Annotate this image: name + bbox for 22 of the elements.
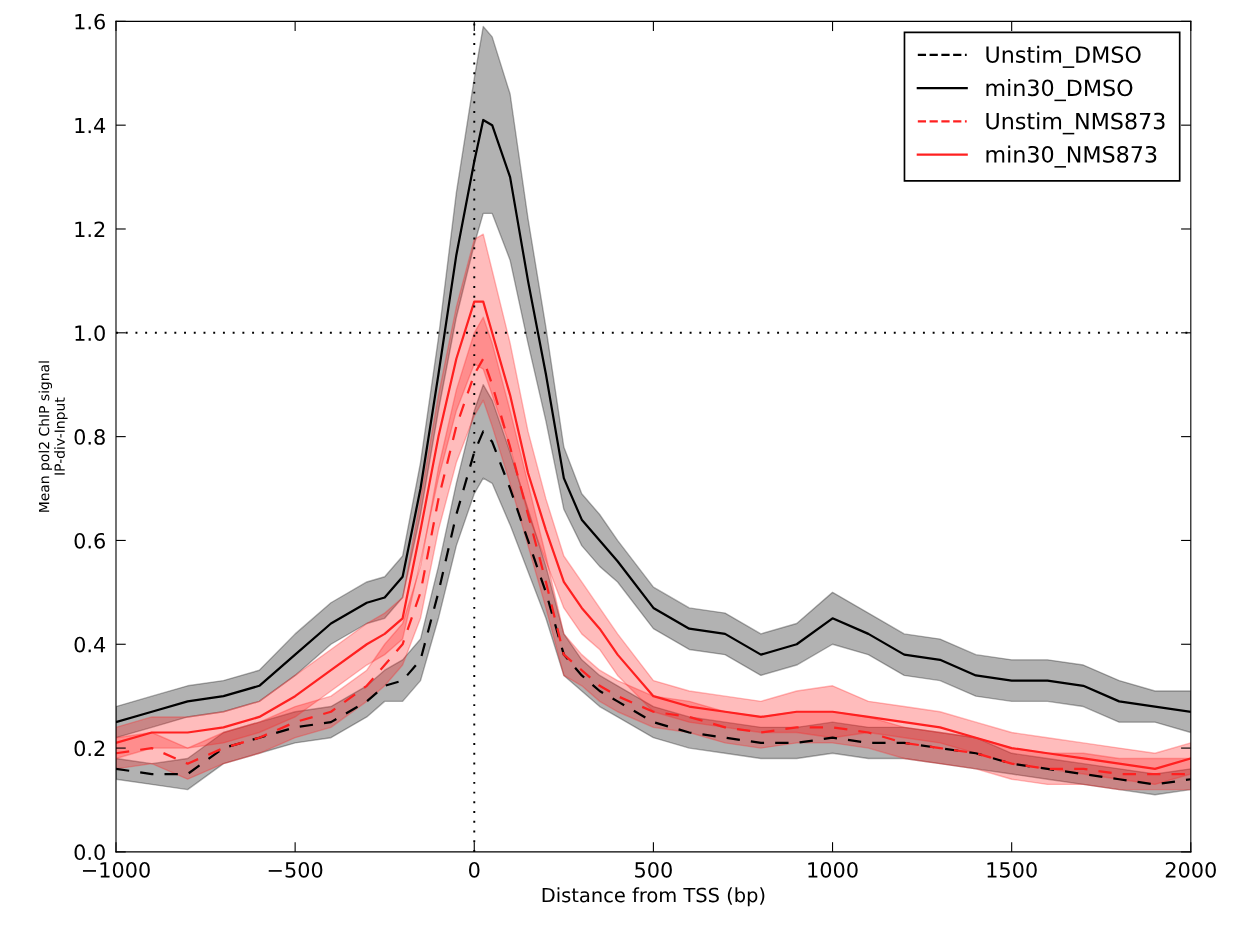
legend-label: Unstim_DMSO [986, 45, 1141, 68]
y-tick-label: 0.4 [74, 636, 106, 653]
y-tick-label: 0.8 [74, 429, 105, 445]
x-tick-label: 0 [469, 861, 480, 878]
legend-label: min30_NMS873 [986, 145, 1157, 168]
legend-label: Unstim_NMS873 [986, 112, 1165, 135]
y-tick-label: 0.2 [74, 740, 105, 757]
y-tick-label: 1.6 [75, 13, 105, 30]
x-tick-label: 1000 [808, 861, 858, 878]
x-tick-label: −1000 [82, 861, 150, 878]
x-tick-label: −500 [268, 861, 323, 878]
y-tick-label: 1.2 [75, 221, 105, 237]
y-tick-label: 0.0 [74, 844, 105, 861]
y-tick-label: 1.0 [75, 325, 105, 342]
x-tick-label: 2000 [1165, 861, 1216, 878]
y-axis-title: Mean pol2 ChIP signal IP-div-Input [38, 361, 68, 512]
x-axis-title: Distance from TSS (bp) [542, 887, 765, 907]
legend-label: min30_DMSO [986, 79, 1133, 102]
y-tick-label: 1.4 [75, 117, 106, 134]
x-tick-label: 500 [635, 861, 672, 878]
y-tick-label: 0.6 [74, 532, 105, 549]
x-tick-label: 1500 [987, 861, 1037, 878]
